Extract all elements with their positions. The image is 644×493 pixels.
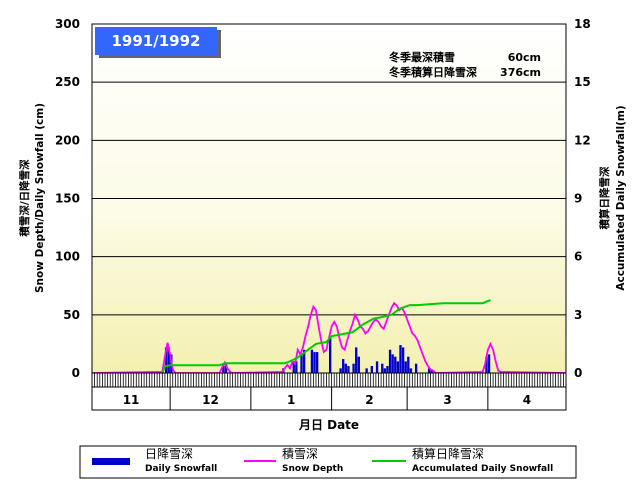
- snowfall-bar: [396, 361, 400, 373]
- right-tick-label: 18: [574, 17, 591, 31]
- summary-total-value: 376cm: [500, 66, 541, 79]
- legend-accumulated: 積算日降雪深: [412, 446, 484, 461]
- left-axis-label: 積雪深/日降雪深: [18, 159, 31, 238]
- snowfall-bar: [344, 363, 347, 373]
- month-label: 4: [523, 393, 531, 407]
- snowfall-bar: [485, 356, 488, 373]
- left-tick-label: 200: [55, 133, 80, 147]
- legend-daily-snowfall-en: Daily Snowfall: [145, 464, 217, 474]
- legend-box: [79, 445, 577, 479]
- month-label: 11: [123, 393, 140, 407]
- left-tick-label: 100: [55, 250, 80, 264]
- summary-max-depth-label: 冬季最深積雪: [389, 50, 455, 64]
- left-tick-label: 0: [72, 366, 80, 380]
- snowfall-bar: [292, 361, 295, 373]
- right-tick-label: 6: [574, 250, 582, 264]
- legend-swatch-daily-snowfall: [92, 458, 130, 465]
- snowfall-bar: [407, 356, 410, 373]
- snowfall-bar: [391, 354, 394, 373]
- snowfall-bar: [383, 368, 387, 373]
- day-tick-marks: [91, 373, 567, 387]
- left-tick-label: 150: [55, 192, 80, 206]
- snowfall-bar: [487, 354, 491, 373]
- snowfall-bar: [302, 349, 306, 373]
- right-tick-label: 15: [574, 75, 591, 89]
- snowfall-bar: [370, 366, 374, 373]
- month-labels: 11 12 1 2 3 4: [123, 393, 531, 407]
- snowfall-bar: [164, 347, 168, 373]
- snowfall-bar: [375, 361, 379, 373]
- right-axis-label: 積算日降雪深: [598, 166, 611, 230]
- right-tick-label: 0: [574, 366, 582, 380]
- left-axis-label-en: Snow Depth/Daily Snowfall (cm): [34, 103, 46, 293]
- snowfall-bar: [342, 359, 345, 373]
- snowfall-bar: [339, 368, 342, 373]
- month-label: 12: [202, 393, 219, 407]
- snowfall-bar: [357, 356, 360, 373]
- snowfall-bar: [399, 345, 402, 373]
- snowfall-bar: [313, 352, 316, 373]
- snowfall-bar: [352, 363, 355, 373]
- month-label: 2: [365, 393, 373, 407]
- left-tick-label: 300: [55, 17, 80, 31]
- accumulated-snowfall-line: [161, 299, 491, 374]
- snowfall-bar: [167, 347, 170, 373]
- right-tick-label: 12: [574, 133, 591, 147]
- left-tick-label: 50: [63, 308, 80, 322]
- left-axis-ticks: 0 50 100 150 200 250 300: [55, 17, 80, 380]
- legend-snow-depth-en: Snow Depth: [282, 464, 343, 474]
- legend-snow-depth: 積雪深: [282, 446, 318, 461]
- month-label: 1: [287, 393, 295, 407]
- snowfall-bar: [388, 349, 392, 373]
- snowfall-bar: [222, 366, 225, 373]
- snowfall-bar: [404, 361, 407, 373]
- right-tick-label: 3: [574, 308, 582, 322]
- summary-max-depth-value: 60cm: [508, 51, 541, 64]
- summary-total-label: 冬季積算日降雪深: [389, 65, 477, 79]
- month-label: 3: [443, 393, 451, 407]
- snowfall-bar: [315, 352, 319, 373]
- season-box: [95, 27, 217, 55]
- snowfall-bar: [414, 363, 418, 373]
- snowfall-bar: [355, 347, 358, 373]
- snowfall-bar: [365, 368, 368, 373]
- snowfall-bar: [347, 366, 350, 373]
- snowfall-bar: [409, 368, 413, 373]
- snowfall-bar: [224, 363, 228, 373]
- snowfall-bar: [329, 335, 332, 373]
- right-tick-label: 9: [574, 192, 582, 206]
- x-axis-label: 月日 Date: [298, 418, 359, 432]
- right-axis-ticks: 0 3 6 9 12 15 18: [574, 17, 591, 380]
- snow-depth-line: [91, 301, 567, 374]
- snowfall-bar: [386, 366, 389, 373]
- snowfall-bar: [310, 349, 314, 373]
- snowfall-bar: [394, 356, 397, 373]
- legend-daily-snowfall: 日降雪深: [145, 447, 193, 461]
- snowfall-bar: [430, 370, 433, 373]
- day-ticks: [91, 373, 567, 387]
- snowfall-bar: [300, 354, 303, 373]
- snowfall-bar: [427, 368, 431, 373]
- month-separators: [169, 387, 489, 410]
- left-tick-label: 250: [55, 75, 80, 89]
- snowfall-bar: [295, 361, 298, 373]
- snowfall-bar: [401, 347, 405, 373]
- legend-accumulated-en: Accumulated Daily Snowfall: [412, 464, 553, 474]
- season-label: 1991/1992: [112, 32, 201, 50]
- snowfall-bar: [381, 363, 384, 373]
- right-axis-label-en: Accumulated Daily Snowfall(m): [615, 105, 627, 290]
